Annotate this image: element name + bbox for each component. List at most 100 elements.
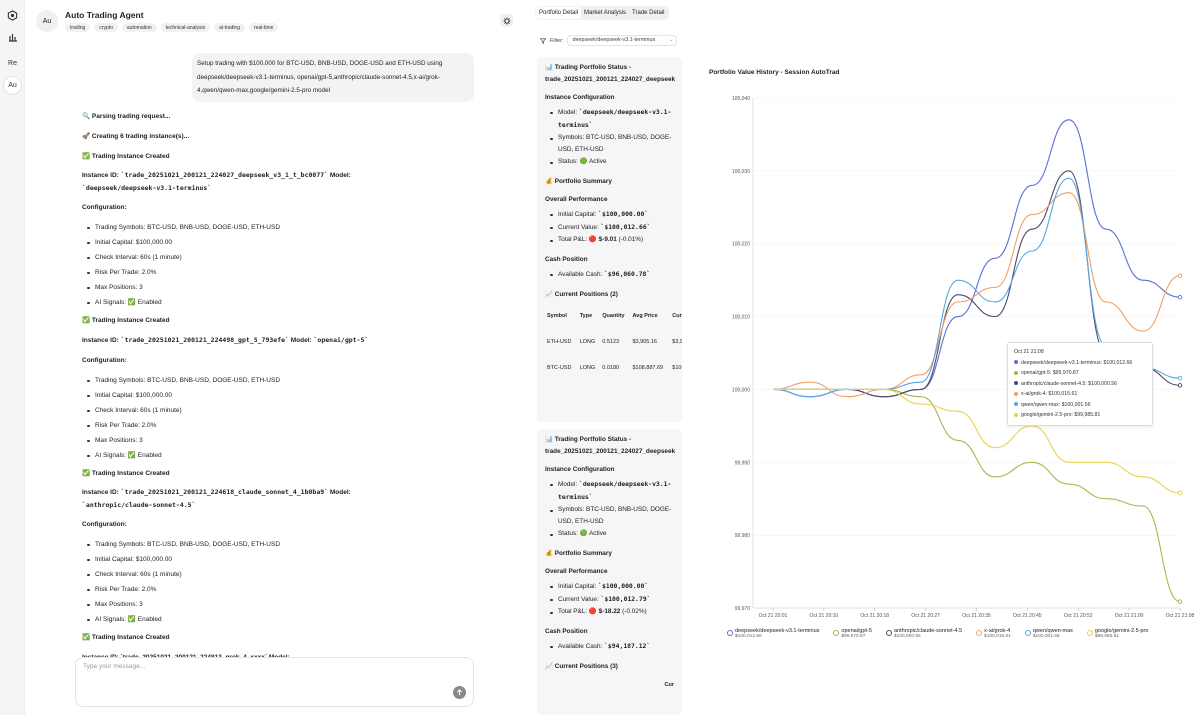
series-endpoint <box>1177 599 1183 604</box>
configuration-heading: Configuration: <box>82 357 127 364</box>
table-cell: $3,905 <box>672 339 682 345</box>
creating-line: 🚀 Creating 6 trading instance(s)... <box>82 133 190 140</box>
current-positions-heading: 📈 Current Positions (2) <box>545 291 618 298</box>
list-item: Available Cash: `$96,060.78` <box>545 268 674 281</box>
portfolio-status-card: 📊 Trading Portfolio Status - trade_20251… <box>537 429 682 715</box>
agent-title: Auto Trading Agent <box>65 10 144 20</box>
table-cell: 0.0180 <box>602 365 620 371</box>
send-button[interactable] <box>453 686 466 699</box>
chat-panel <box>25 0 525 715</box>
tag: automation <box>121 23 157 32</box>
table-cell: $108,887 <box>672 365 682 371</box>
instance-created-heading: ✅ Trading Instance Created <box>82 634 170 641</box>
list-item: Initial Capital: $100,000.00 <box>82 552 482 567</box>
filter-select[interactable]: deepseek/deepseek-v3.1-terminus ⌄ <box>567 35 678 46</box>
chart-svg: 100,040 100,030 100,020 100,010 100,000 99,99… <box>732 96 1195 619</box>
table-header-row: Symbol Type Quantity Avg Price Current P… <box>545 303 682 329</box>
performance-list: Initial Capital: `$100,000.00` Current V… <box>545 208 674 246</box>
table-cell: BTC-USD <box>547 365 572 371</box>
table-cell: LONG <box>579 365 596 371</box>
table-header: Type <box>579 313 593 319</box>
list-item: Total P&L: 🔴 $-9.01 (-0.01%) <box>545 234 674 246</box>
series-endpoint <box>1177 375 1183 381</box>
cash-list: Available Cash: `$94,187.12` <box>545 640 674 653</box>
table-cell: ETH-USD <box>547 339 572 345</box>
x-tick-label: Oct 21 20:27 <box>911 613 940 619</box>
performance-list: Initial Capital: `$100,000.00` Current V… <box>545 580 674 618</box>
table-header: Cur <box>664 682 674 688</box>
parsing-line: 🔍 Parsing trading request... <box>82 113 171 120</box>
list-item: Max Positions: 3 <box>82 597 482 612</box>
rail-item-au[interactable]: Au <box>4 77 21 94</box>
list-item: Total P&L: 🔴 $-18.22 (-0.02%) <box>545 606 674 618</box>
tab-portfolio-detail[interactable]: Portfolio Detail <box>536 7 582 19</box>
instance-created-heading: ✅ Trading Instance Created <box>82 153 170 160</box>
config-list: Trading Symbols: BTC-USD, BNB-USD, DOGE-… <box>82 220 482 310</box>
logo-icon[interactable] <box>4 7 21 24</box>
table-row: BTC-USD LONG 0.0180 $108,887.69 $108,887 <box>545 355 682 381</box>
list-item: Status: 🟢 Active <box>545 528 674 540</box>
legend-item[interactable]: x-ai/grok-4 $100,015.61 <box>976 628 1011 639</box>
filter-icon <box>540 37 546 44</box>
list-item: Max Positions: 3 <box>82 433 482 448</box>
list-item: Current Value: `$100,012.66` <box>545 221 674 234</box>
legend-item[interactable]: deepseek/deepseek-v3.1-terminus $100,012.… <box>727 628 819 639</box>
y-tick-label: 100,020 <box>732 242 750 248</box>
card-title: 📊 Trading Portfolio Status - trade_20251… <box>545 64 676 83</box>
legend-item[interactable]: anthropic/claude-sonnet-4.5 $100,000.56 <box>885 628 962 639</box>
y-tick-label: 99,980 <box>735 533 751 539</box>
table-header: Current Price <box>672 313 682 319</box>
y-tick-label: 100,000 <box>732 387 750 393</box>
legend-item[interactable]: openai/gpt-5 $99,970.87 <box>833 628 872 639</box>
series-endpoint <box>1177 383 1183 388</box>
portfolio-summary-heading: 💰 Portfolio Summary <box>545 178 612 185</box>
list-item: Status: 🟢 Active <box>545 156 674 168</box>
table-cell: $3,905.16 <box>632 339 657 345</box>
tab-market-analysis[interactable]: Market Analysis <box>584 10 627 16</box>
tab-trade-detail[interactable]: Trade Detail <box>632 10 665 16</box>
tag: crypto <box>94 23 118 32</box>
settings-gear-icon[interactable] <box>500 14 513 27</box>
instance-created-heading: ✅ Trading Instance Created <box>82 470 170 477</box>
list-item: Max Positions: 3 <box>82 280 482 295</box>
list-item: Check Interval: 60s (1 minute) <box>82 403 482 418</box>
chevron-down-icon: ⌄ <box>669 37 674 43</box>
config-list: Model: `deepseek/deepseek-v3.1-terminus`… <box>545 106 674 168</box>
chart-tooltip: Oct 21 21:08 deepseek/deepseek-v3.1-term… <box>1007 342 1153 426</box>
x-tick-label: Oct 21 20:35 <box>962 613 991 619</box>
legend-item[interactable]: qwen/qwen-max $100,001.56 <box>1024 628 1073 639</box>
x-tick-label: Oct 21 20:10 <box>810 613 839 619</box>
list-item: Symbols: BTC-USD, BNB-USD, DOGE-USD, ETH… <box>545 504 674 528</box>
portfolio-status-card: 📊 Trading Portfolio Status - trade_20251… <box>537 57 682 422</box>
portfolio-chart: Portfolio Value History - Session AutoTr… <box>698 60 1198 715</box>
list-item: Check Interval: 60s (1 minute) <box>82 250 482 265</box>
assistant-message: 🔍 Parsing trading request... 🚀 Creating … <box>82 109 482 665</box>
overall-performance-heading: Overall Performance <box>545 196 608 203</box>
rail-item-re[interactable]: Re <box>8 60 17 67</box>
tooltip-entry: x-ai/grok-4: $100,015.61 <box>1014 389 1146 400</box>
series-line <box>773 388 1181 494</box>
list-item: Trading Symbols: BTC-USD, BNB-USD, DOGE-… <box>82 373 482 388</box>
agent-tags: trading crypto automation technical-anal… <box>65 23 279 32</box>
instance-config-heading: Instance Configuration <box>545 94 615 101</box>
chart-icon[interactable] <box>4 28 21 45</box>
instance-id-line: Instance ID: `trade_20251021_200121_2244… <box>82 336 369 344</box>
x-tick-label: Oct 21 20:01 <box>759 613 788 619</box>
x-tick-label: Oct 21 20:52 <box>1064 613 1093 619</box>
list-item: Current Value: `$100,012.79` <box>545 593 674 606</box>
avatar: Au <box>36 10 58 32</box>
list-item: Initial Capital: `$100,000.00` <box>545 208 674 221</box>
tooltip-entry: openai/gpt-5: $99,970.87 <box>1014 368 1146 379</box>
list-item: Model: `deepseek/deepseek-v3.1-terminus` <box>545 478 674 504</box>
list-item: AI Signals: ✅ Enabled <box>82 448 482 463</box>
tag: real-time <box>249 23 279 32</box>
current-positions-heading: 📈 Current Positions (3) <box>545 663 618 670</box>
legend-item[interactable]: google/gemini-2.5-pro $99,985.81 <box>1086 628 1148 639</box>
message-input[interactable] <box>83 663 443 670</box>
cash-position-heading: Cash Position <box>545 628 588 635</box>
instance-id-line: Instance ID: `trade_20251021_200121_2246… <box>82 488 351 509</box>
list-item: Trading Symbols: BTC-USD, BNB-USD, DOGE-… <box>82 537 482 552</box>
chart-title: Portfolio Value History - Session AutoTr… <box>709 69 840 76</box>
table-cell: 0.5123 <box>602 339 620 345</box>
config-list: Trading Symbols: BTC-USD, BNB-USD, DOGE-… <box>82 537 482 627</box>
